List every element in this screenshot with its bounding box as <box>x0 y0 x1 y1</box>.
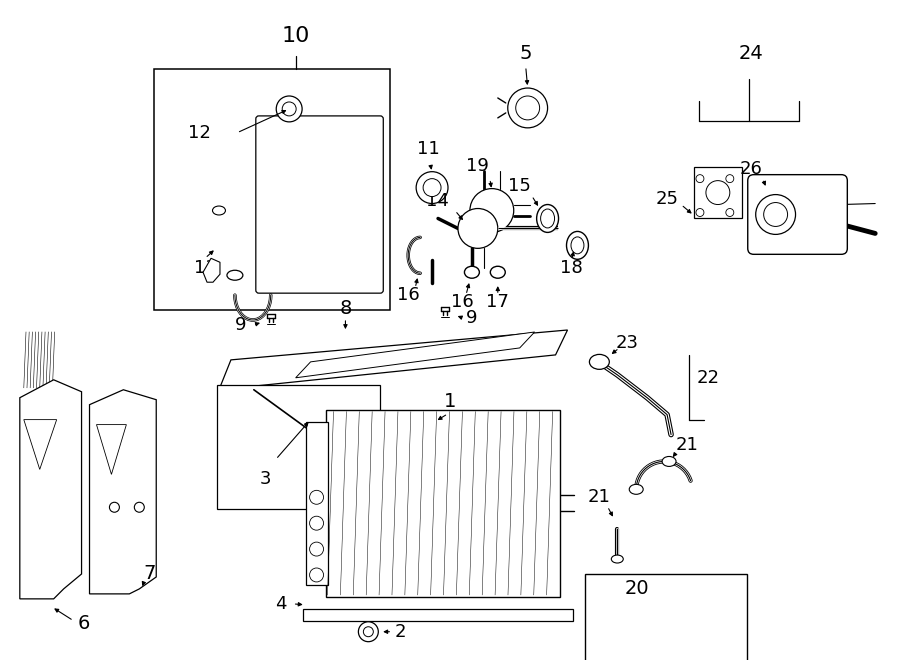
Bar <box>306 422 328 585</box>
Ellipse shape <box>590 354 609 369</box>
Text: 25: 25 <box>655 190 679 208</box>
Ellipse shape <box>662 457 676 467</box>
Text: 21: 21 <box>676 436 698 453</box>
Polygon shape <box>89 390 157 594</box>
Circle shape <box>310 516 323 530</box>
Ellipse shape <box>629 485 643 494</box>
Ellipse shape <box>491 266 505 278</box>
Ellipse shape <box>536 204 559 233</box>
FancyBboxPatch shape <box>256 116 383 293</box>
Text: 26: 26 <box>739 160 762 178</box>
Polygon shape <box>23 420 57 469</box>
Text: 16: 16 <box>397 286 419 304</box>
Text: 1: 1 <box>444 392 456 411</box>
Circle shape <box>310 542 323 556</box>
Circle shape <box>110 502 120 512</box>
Text: 14: 14 <box>426 192 448 210</box>
Text: 10: 10 <box>282 26 310 46</box>
Polygon shape <box>217 385 381 509</box>
Circle shape <box>134 502 144 512</box>
Ellipse shape <box>611 555 624 563</box>
Text: 5: 5 <box>519 44 532 63</box>
Circle shape <box>283 102 296 116</box>
Text: 13: 13 <box>194 259 217 277</box>
Ellipse shape <box>566 231 589 259</box>
Text: 6: 6 <box>77 614 90 633</box>
Text: 19: 19 <box>466 157 490 175</box>
Circle shape <box>358 622 378 642</box>
Polygon shape <box>20 380 82 599</box>
Ellipse shape <box>571 237 584 254</box>
Bar <box>154 69 391 310</box>
FancyBboxPatch shape <box>748 175 847 254</box>
Bar <box>326 410 560 597</box>
Circle shape <box>696 175 704 182</box>
Text: 2: 2 <box>394 623 406 641</box>
Text: 4: 4 <box>275 595 286 613</box>
Text: 9: 9 <box>235 316 247 334</box>
Bar <box>302 609 573 621</box>
Circle shape <box>423 178 441 196</box>
Text: 3: 3 <box>260 471 272 488</box>
Ellipse shape <box>212 206 225 215</box>
Text: 15: 15 <box>508 176 531 194</box>
Circle shape <box>516 96 540 120</box>
Circle shape <box>279 99 299 119</box>
Bar <box>694 167 742 219</box>
Text: 18: 18 <box>560 259 583 277</box>
Circle shape <box>508 88 547 128</box>
Polygon shape <box>203 258 220 282</box>
Circle shape <box>276 96 302 122</box>
Circle shape <box>764 202 788 227</box>
Bar <box>585 574 747 661</box>
Ellipse shape <box>541 209 554 228</box>
Text: 17: 17 <box>486 293 509 311</box>
Circle shape <box>756 194 796 235</box>
Text: 8: 8 <box>339 299 352 317</box>
Circle shape <box>310 568 323 582</box>
Text: 12: 12 <box>187 124 211 142</box>
Circle shape <box>364 627 374 637</box>
Circle shape <box>725 175 734 182</box>
Ellipse shape <box>464 266 480 278</box>
Text: 22: 22 <box>697 369 720 387</box>
Circle shape <box>706 180 730 204</box>
Circle shape <box>458 208 498 249</box>
Circle shape <box>470 188 514 233</box>
Text: 9: 9 <box>466 309 478 327</box>
Polygon shape <box>96 424 126 475</box>
Text: 16: 16 <box>451 293 473 311</box>
Ellipse shape <box>227 270 243 280</box>
Circle shape <box>725 208 734 217</box>
Text: 7: 7 <box>143 564 156 584</box>
Text: 23: 23 <box>616 334 639 352</box>
Text: 11: 11 <box>417 139 439 158</box>
Circle shape <box>310 490 323 504</box>
Circle shape <box>416 172 448 204</box>
Text: 20: 20 <box>625 580 650 598</box>
Text: 24: 24 <box>738 44 763 63</box>
Text: 21: 21 <box>588 488 611 506</box>
Circle shape <box>696 208 704 217</box>
Polygon shape <box>296 332 535 378</box>
Polygon shape <box>219 330 568 390</box>
